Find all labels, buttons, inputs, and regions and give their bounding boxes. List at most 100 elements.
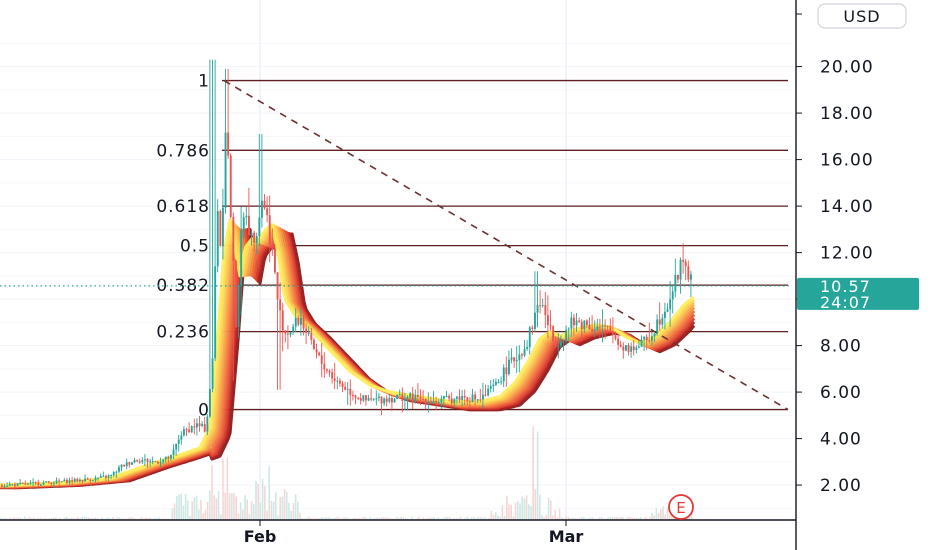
volume-bar bbox=[356, 518, 358, 520]
candle-body bbox=[593, 329, 596, 332]
candle-body bbox=[534, 312, 536, 329]
candle-body bbox=[401, 394, 404, 402]
candle-body bbox=[391, 398, 393, 403]
volume-bar bbox=[268, 466, 270, 520]
candle-body bbox=[102, 475, 105, 477]
candle-body bbox=[331, 372, 334, 379]
volume-bar bbox=[605, 518, 607, 520]
candle bbox=[632, 340, 635, 356]
earnings-marker[interactable]: E bbox=[668, 494, 694, 520]
candle-body bbox=[367, 398, 370, 401]
candle-body bbox=[71, 480, 74, 482]
candle-body bbox=[378, 396, 380, 399]
candle-body bbox=[383, 398, 386, 404]
volume-bar bbox=[11, 518, 13, 520]
candle-body bbox=[404, 398, 406, 402]
candle-body bbox=[287, 333, 289, 335]
volume-bar bbox=[629, 517, 631, 520]
candle bbox=[250, 230, 253, 246]
candle-body bbox=[526, 346, 529, 349]
volume-bar bbox=[479, 517, 482, 520]
candle bbox=[159, 457, 162, 467]
candle-body bbox=[521, 354, 523, 356]
candle bbox=[502, 364, 505, 388]
candle bbox=[47, 480, 50, 484]
candle-body bbox=[157, 461, 159, 464]
trendline[interactable] bbox=[223, 79, 789, 411]
candle-body bbox=[601, 325, 604, 327]
candle bbox=[315, 343, 318, 359]
candle bbox=[528, 325, 531, 355]
candle bbox=[510, 348, 513, 364]
candle-body bbox=[115, 471, 118, 473]
candle-body bbox=[21, 482, 24, 484]
volume-bar bbox=[638, 517, 640, 520]
currency-label: USD bbox=[843, 7, 880, 26]
candle bbox=[406, 395, 409, 411]
candle bbox=[492, 378, 495, 392]
candle-body bbox=[188, 429, 191, 433]
candle bbox=[118, 465, 120, 474]
volume-bar bbox=[0, 517, 2, 520]
candle-body bbox=[175, 443, 178, 450]
volume-bar bbox=[83, 516, 86, 520]
candles[interactable] bbox=[1, 59, 692, 490]
candle bbox=[606, 325, 609, 334]
candle-body bbox=[53, 483, 55, 485]
candle-body bbox=[409, 393, 412, 398]
volume-bar bbox=[15, 517, 17, 520]
candle-body bbox=[198, 423, 201, 427]
candle bbox=[318, 351, 321, 357]
candle-body bbox=[625, 345, 627, 351]
candle bbox=[146, 457, 149, 468]
candle bbox=[508, 350, 510, 376]
volume-bar bbox=[422, 517, 424, 520]
volume-bar bbox=[389, 517, 391, 520]
candle bbox=[268, 195, 271, 263]
candle-body bbox=[292, 326, 295, 333]
volume-bar bbox=[662, 506, 664, 520]
candle bbox=[21, 482, 24, 485]
candle bbox=[133, 457, 136, 464]
candle bbox=[323, 352, 326, 378]
candle bbox=[547, 295, 549, 339]
candle-body bbox=[578, 320, 581, 322]
fib-level-label-2: 0.618 bbox=[156, 197, 210, 217]
candle-body bbox=[510, 357, 513, 360]
volume-bar bbox=[176, 495, 178, 520]
fibonacci-retracement[interactable]: 1 0.786 0.618 0.5 0.382 0.236 0 bbox=[156, 72, 788, 421]
candle bbox=[24, 480, 27, 486]
candle-body bbox=[372, 399, 375, 401]
volume-bar bbox=[301, 518, 303, 520]
candle bbox=[570, 311, 573, 337]
candle bbox=[515, 346, 518, 373]
volume-bar bbox=[116, 517, 119, 520]
volume-bar bbox=[616, 517, 618, 520]
volume-bar bbox=[292, 502, 295, 520]
candle bbox=[92, 479, 94, 482]
candle bbox=[105, 474, 107, 482]
volume-bar bbox=[543, 517, 545, 520]
candle bbox=[687, 260, 690, 283]
volume-bar bbox=[189, 515, 191, 520]
volume-bar bbox=[242, 509, 244, 520]
candle-body bbox=[664, 311, 666, 318]
candle bbox=[16, 483, 19, 487]
candle bbox=[172, 444, 175, 460]
candle-body bbox=[164, 456, 167, 460]
candle-body bbox=[229, 155, 232, 217]
candle bbox=[604, 319, 607, 340]
candle bbox=[107, 474, 110, 482]
candle-body bbox=[565, 329, 568, 342]
candle-body bbox=[123, 464, 126, 467]
volume-bar bbox=[206, 501, 209, 520]
candle bbox=[162, 459, 165, 465]
volume-bar bbox=[138, 518, 141, 520]
candle-body bbox=[154, 461, 157, 463]
fib-level-label-6: 0 bbox=[198, 401, 210, 421]
volume-bar bbox=[382, 517, 385, 520]
volume-bar bbox=[327, 517, 330, 520]
candle bbox=[99, 473, 102, 478]
